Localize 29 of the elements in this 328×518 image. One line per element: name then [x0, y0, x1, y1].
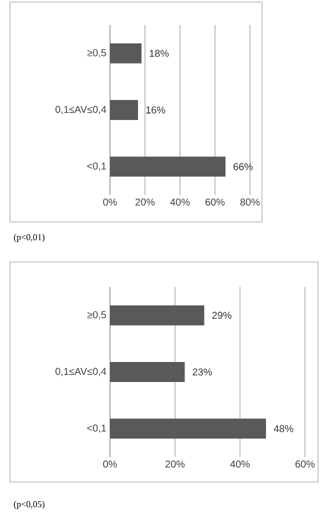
bar — [110, 305, 204, 326]
y-tick-label: <0,1 — [87, 162, 106, 171]
x-tick-label: 20% — [165, 460, 185, 468]
x-tick-label: 60% — [205, 198, 225, 206]
x-tick-label: 80% — [240, 198, 260, 206]
bar — [110, 418, 266, 439]
bar — [110, 156, 226, 177]
y-tick-label: ≥0,5 — [87, 311, 106, 320]
x-tick-label: 0% — [103, 198, 117, 206]
data-label: 23% — [192, 368, 212, 376]
data-label: 66% — [234, 163, 253, 170]
data-label: 16% — [146, 106, 166, 114]
data-label: 48% — [274, 425, 294, 432]
x-tick-label: 40% — [170, 198, 190, 206]
x-tick-label: 40% — [230, 460, 250, 468]
x-tick-label: 0% — [103, 460, 117, 468]
text: (p<0,05) — [14, 500, 44, 510]
y-tick-label: <0,1 — [87, 424, 106, 433]
bar — [110, 43, 142, 64]
bar — [110, 100, 138, 120]
x-tick-label: 60% — [295, 460, 315, 468]
y-tick-label: 0,1≤AV≤0,4 — [55, 368, 106, 376]
bar — [110, 362, 185, 382]
y-tick-label: ≥0,5 — [87, 49, 106, 58]
y-tick-label: 0,1≤AV≤0,4 — [55, 106, 106, 114]
data-label: 29% — [212, 312, 232, 319]
x-tick-label: 20% — [135, 198, 155, 206]
text: (p<0,01) — [14, 234, 44, 242]
data-label: 18% — [150, 50, 169, 57]
